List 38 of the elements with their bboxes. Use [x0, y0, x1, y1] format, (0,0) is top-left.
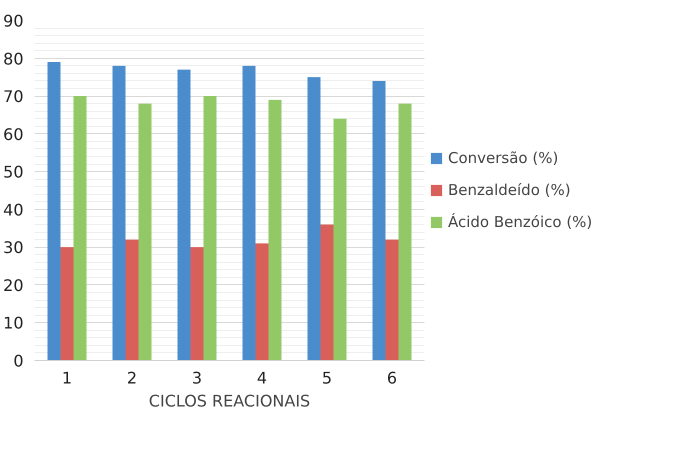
bar	[256, 243, 268, 360]
x-tick-label: 4	[256, 368, 268, 388]
bar	[386, 240, 398, 360]
y-tick-label: 60	[3, 124, 24, 144]
legend-label: Benzaldeído (%)	[448, 181, 572, 199]
y-tick-label: 80	[3, 49, 24, 68]
y-tick-label: 40	[3, 200, 24, 220]
bar	[138, 104, 152, 360]
y-tick-label: 20	[3, 276, 24, 295]
bar	[334, 118, 346, 360]
x-axis-title: CICLOS REACIONAIS	[148, 392, 310, 410]
y-tick-label: 10	[3, 314, 24, 333]
y-tick-label: 70	[3, 87, 24, 106]
x-tick-label: 5	[322, 368, 332, 388]
y-tick-label: 90	[3, 12, 24, 30]
x-tick-label: 3	[192, 368, 202, 388]
legend-label: Ácido Benzóico (%)	[448, 213, 594, 231]
x-tick-label: 6	[386, 368, 398, 388]
bar	[126, 240, 138, 360]
bar	[308, 77, 320, 360]
bar	[190, 247, 204, 360]
legend-label: Conversão (%)	[448, 149, 560, 167]
y-tick-label: 0	[13, 352, 24, 370]
bar	[48, 62, 60, 360]
bar	[204, 96, 216, 360]
y-tick-label: 30	[3, 238, 24, 258]
bar	[268, 100, 282, 360]
x-tick-label: 1	[62, 368, 72, 388]
x-tick-label: 2	[126, 368, 138, 388]
bar	[60, 247, 74, 360]
bar	[398, 104, 412, 360]
bar	[242, 66, 256, 360]
y-tick-label: 50	[3, 162, 24, 182]
bar	[112, 66, 126, 360]
bar	[372, 80, 386, 360]
bar	[74, 96, 86, 360]
bar	[178, 70, 190, 360]
bar	[320, 224, 334, 360]
